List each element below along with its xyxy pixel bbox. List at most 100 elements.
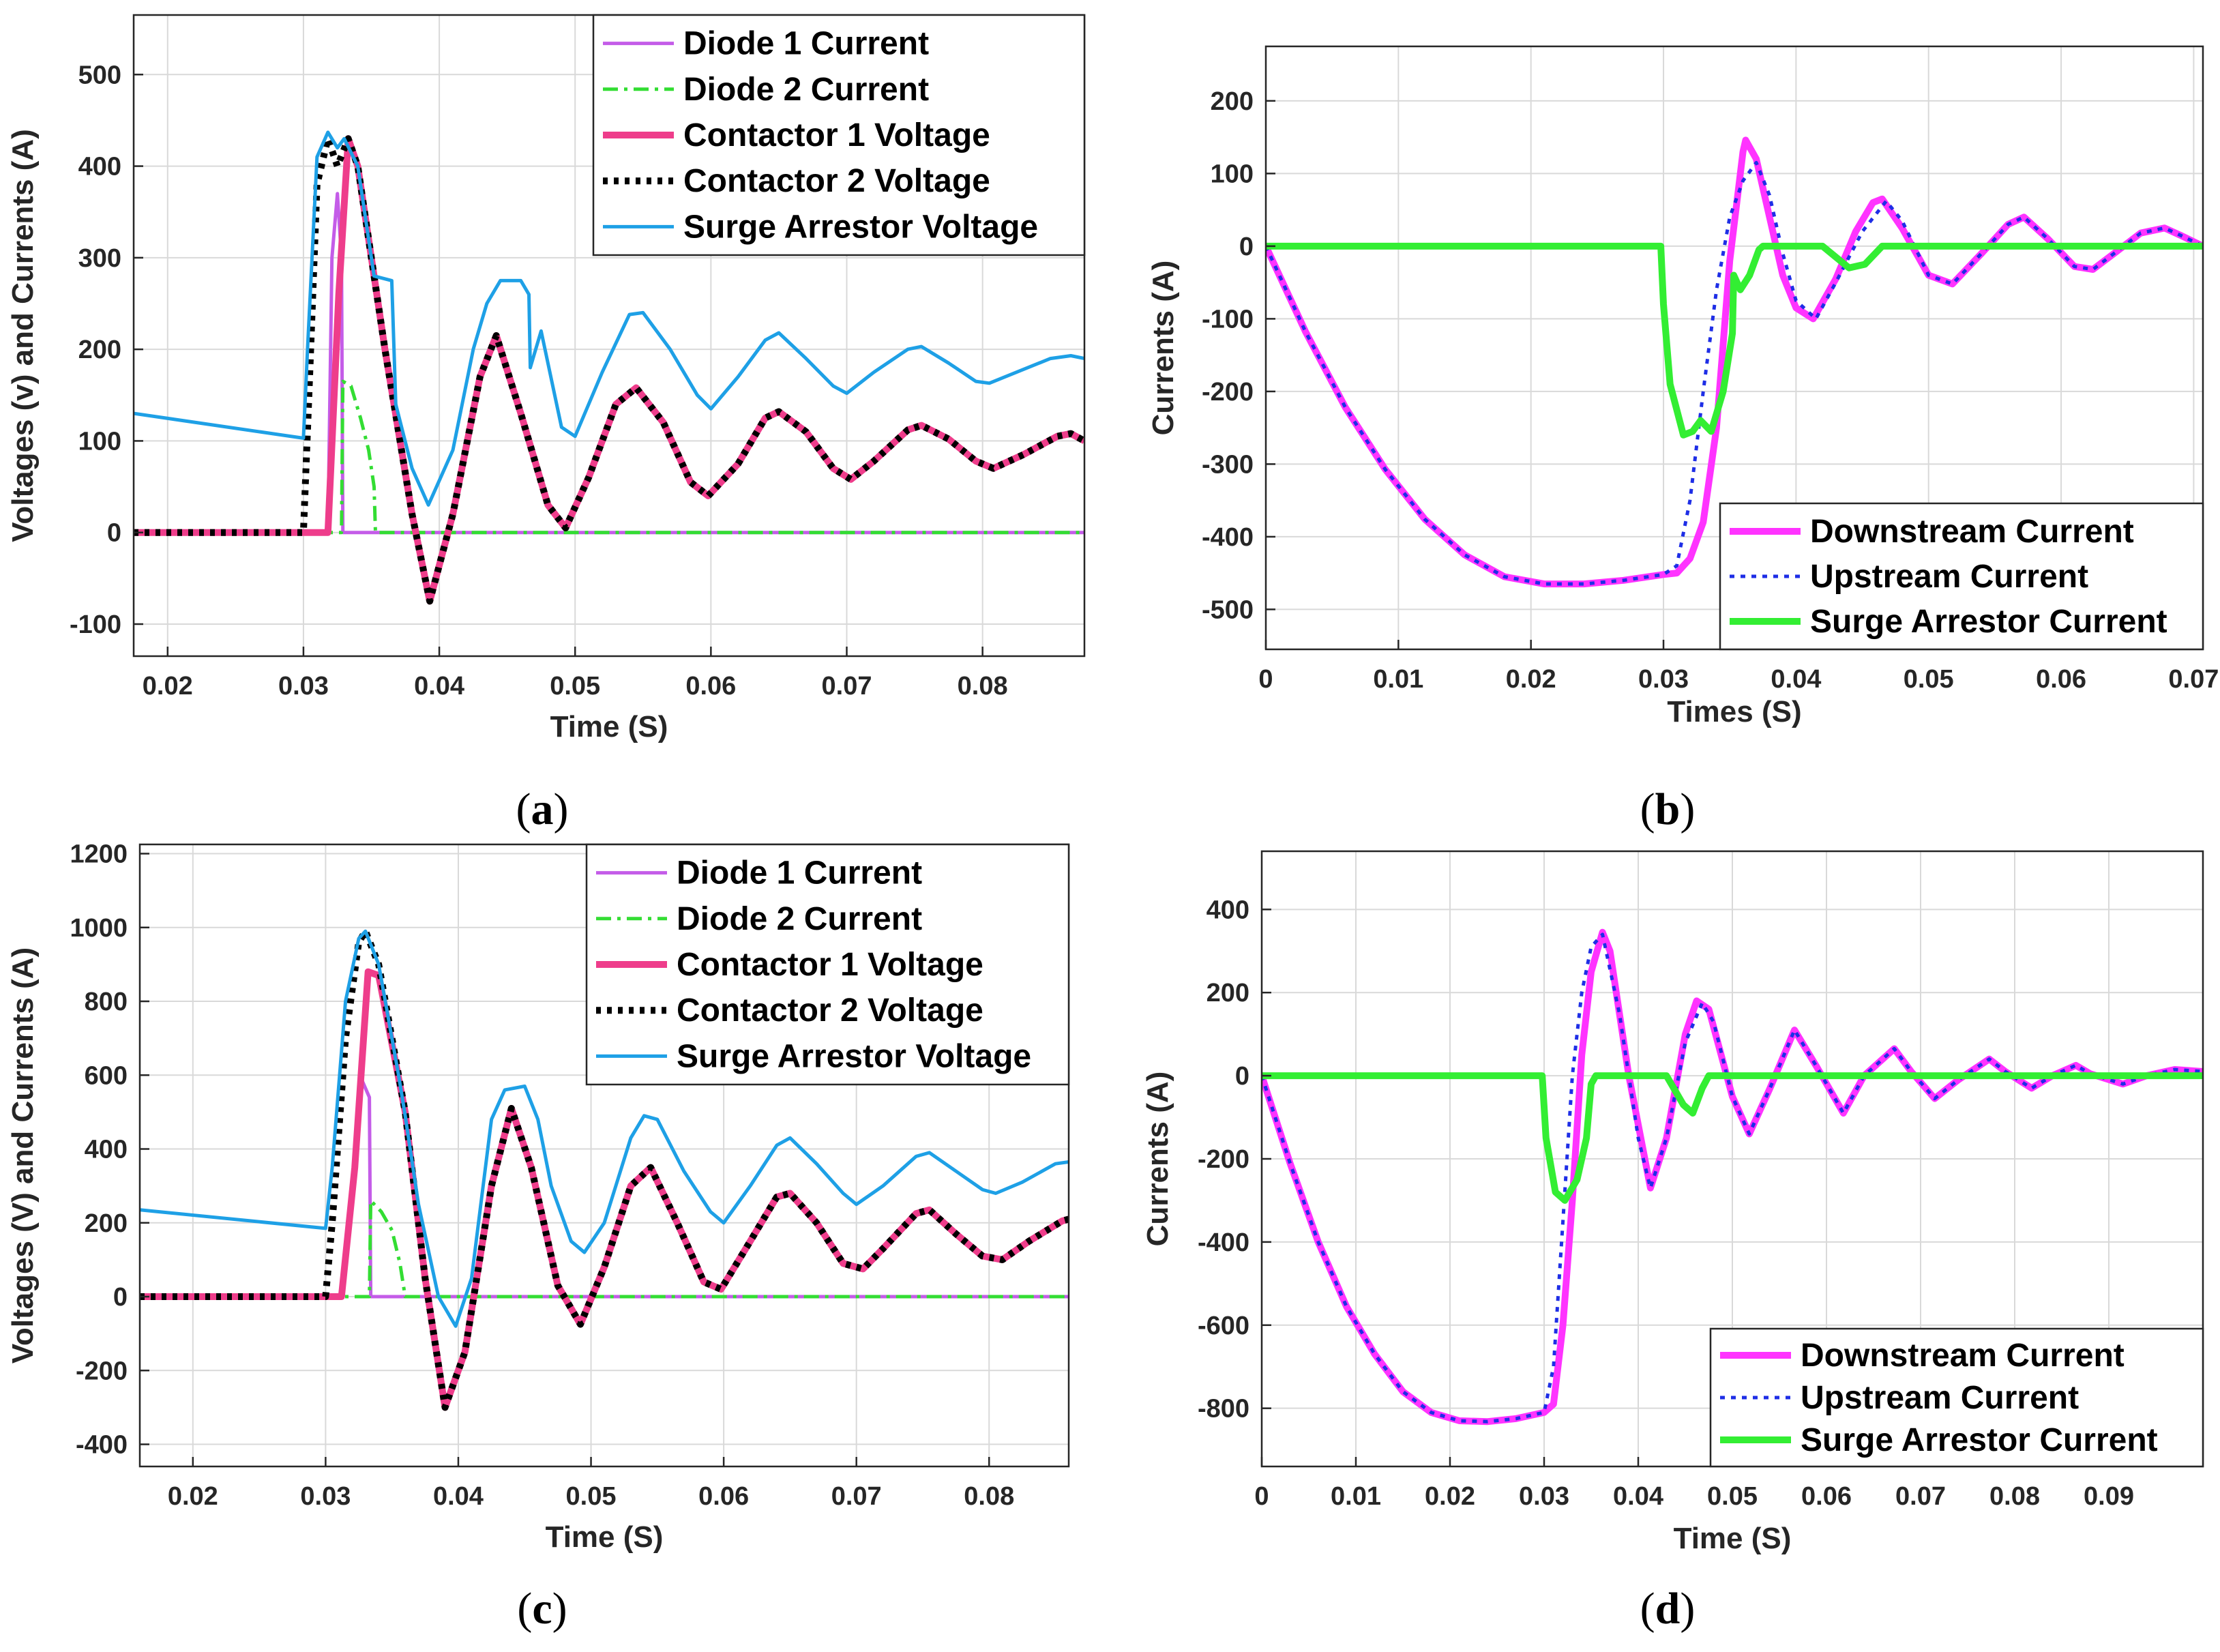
panel-caption: (d)	[1640, 1584, 1696, 1634]
y-tick-label: -200	[76, 1357, 128, 1385]
legend-label: Downstream Current	[1810, 514, 2134, 550]
y-tick-label: 1000	[70, 914, 128, 943]
x-tick-label: 0.07	[831, 1482, 882, 1511]
x-tick-label: 0.05	[566, 1482, 617, 1511]
legend-label: Contactor 2 Voltage	[683, 163, 990, 199]
y-tick-label: -600	[1198, 1312, 1249, 1340]
x-tick-label: 0.03	[1519, 1482, 1569, 1511]
x-tick-label: 0.07	[2168, 665, 2219, 694]
x-tick-label: 0.04	[414, 672, 464, 700]
y-tick-label: 600	[85, 1061, 128, 1090]
panel-caption-letter: b	[1655, 784, 1681, 834]
panel-d: 0 0.01 0.02 0.03 0.04 0.05 0.06 0.07 0.08 0.09 -80…	[1141, 850, 2204, 1634]
x-tick-label: 0.02	[1425, 1482, 1475, 1511]
y-tick-label: -100	[70, 610, 121, 639]
series-line	[134, 135, 1084, 605]
legend-box	[1709, 1327, 2204, 1468]
x-tick-label: 0.02	[1506, 665, 1556, 694]
x-tick-label: 0.01	[1331, 1482, 1381, 1511]
x-axis-label: Times (S)	[1667, 695, 1801, 728]
y-tick-label: 100	[78, 427, 121, 456]
panel-caption: (a)	[516, 784, 569, 834]
x-tick-label: 0.09	[2084, 1482, 2134, 1511]
series-line	[134, 130, 1084, 507]
series-group	[1266, 136, 2203, 588]
legend: Downstream Current Upstream Current Surge …	[1719, 502, 2204, 651]
x-tick-label: 0.05	[1904, 665, 1954, 694]
y-tick-label: 200	[78, 336, 121, 364]
panel-caption: (c)	[517, 1584, 567, 1634]
x-tick-label: 0.06	[685, 672, 736, 700]
y-tick-label: 100	[1211, 160, 1254, 188]
y-tick-label: 300	[78, 244, 121, 273]
y-tick-label: 1200	[70, 840, 128, 869]
x-tick-label: 0.08	[964, 1482, 1014, 1511]
x-tick-label: 0.05	[1707, 1482, 1758, 1511]
y-tick-label: 400	[85, 1136, 128, 1164]
panel-c: 0.02 0.03 0.04 0.05 0.06 0.07 0.08 -400 -200 0 200…	[6, 840, 1070, 1634]
x-tick-label: 0.05	[550, 672, 600, 700]
x-tick-label: 0.01	[1373, 665, 1423, 694]
y-tick-label: -400	[1198, 1228, 1249, 1257]
x-tick-label: 0.04	[433, 1482, 484, 1511]
y-tick-label: 400	[1207, 896, 1249, 924]
legend-label: Contactor 1 Voltage	[677, 947, 983, 983]
x-tick-label: 0.06	[2036, 665, 2086, 694]
x-tick-label: 0.06	[698, 1482, 749, 1511]
y-tick-label: 800	[85, 988, 128, 1016]
legend: Diode 1 Current Diode 2 Current Contactor …	[592, 14, 1086, 256]
legend-label: Surge Arrestor Voltage	[677, 1038, 1031, 1074]
y-axis-label: Voltages (V) and Currents (A)	[6, 947, 40, 1363]
legend: Diode 1 Current Diode 2 Current Contactor …	[585, 843, 1070, 1086]
legend: Downstream Current Upstream Current Surge …	[1709, 1327, 2204, 1468]
y-axis-label: Currents (A)	[1146, 261, 1180, 436]
legend-label: Downstream Current	[1801, 1338, 2125, 1374]
x-axis-label: Time (S)	[1674, 1522, 1792, 1555]
y-tick-label: 400	[78, 153, 121, 181]
x-tick-label: 0.06	[1801, 1482, 1852, 1511]
x-tick-label: 0.03	[1638, 665, 1689, 694]
x-tick-label: 0.03	[300, 1482, 351, 1511]
legend-label: Diode 2 Current	[683, 72, 929, 108]
x-tick-label: 0.08	[1989, 1482, 2040, 1511]
legend-label: Upstream Current	[1810, 559, 2088, 595]
panel-a: 0.02 0.03 0.04 0.05 0.06 0.07 0.08 -100 0 100 200 3…	[6, 14, 1086, 834]
legend-box	[1719, 502, 2204, 651]
y-tick-label: 200	[85, 1209, 128, 1238]
series-group	[134, 130, 1084, 605]
y-tick-label: 0	[113, 1283, 128, 1312]
x-tick-label: 0.07	[1895, 1482, 1946, 1511]
legend-label: Upstream Current	[1801, 1380, 2079, 1416]
panel-caption: (b)	[1640, 784, 1696, 834]
y-tick-label: -100	[1202, 305, 1254, 334]
panel-caption-letter: a	[531, 784, 554, 834]
y-tick-label: 0	[1239, 233, 1254, 261]
y-axis-label: Currents (A)	[1141, 1072, 1174, 1247]
legend-label: Surge Arrestor Current	[1810, 604, 2167, 640]
panel-caption-letter: c	[532, 1584, 552, 1634]
legend-label: Diode 1 Current	[677, 855, 922, 891]
series-line	[1262, 1072, 2203, 1204]
y-axis-label: Voltages (v) and Currents (A)	[6, 129, 40, 542]
series-line	[134, 379, 1084, 535]
y-tick-label: -300	[1202, 450, 1254, 479]
y-tick-label: -800	[1198, 1395, 1249, 1424]
x-axis-label: Time (S)	[550, 710, 668, 743]
y-tick-label: -200	[1202, 378, 1254, 407]
series-line	[1266, 242, 2203, 439]
legend-label: Diode 1 Current	[683, 26, 929, 62]
series-line	[1262, 932, 2203, 1424]
series-line	[1266, 160, 2203, 586]
legend-box	[592, 14, 1086, 256]
y-tick-label: -500	[1202, 595, 1254, 624]
legend-label: Contactor 1 Voltage	[683, 117, 990, 153]
x-tick-label: 0.02	[168, 1482, 218, 1511]
x-tick-label: 0.07	[822, 672, 872, 700]
y-tick-label: -400	[1202, 523, 1254, 552]
y-tick-label: 200	[1211, 87, 1254, 116]
y-tick-label: 0	[1235, 1062, 1249, 1091]
x-tick-label: 0.04	[1613, 1482, 1663, 1511]
series-line	[140, 1198, 1069, 1299]
legend-label: Surge Arrestor Voltage	[683, 209, 1038, 245]
